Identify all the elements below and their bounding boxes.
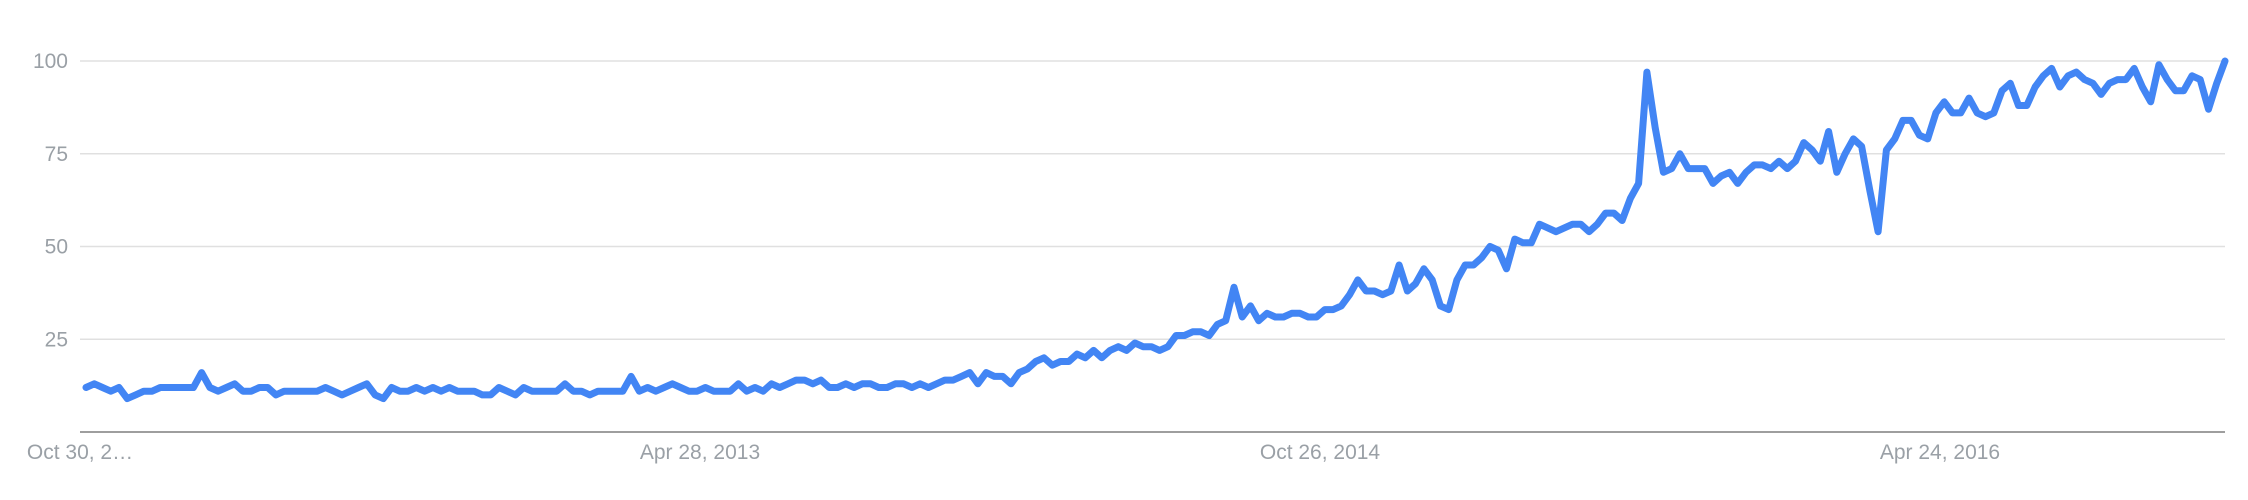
series-line <box>82 57 2229 403</box>
x-tick-label: Oct 26, 2014 <box>1260 441 1381 464</box>
x-axis-ticks: Oct 30, 2… Apr 28, 2013 Oct 26, 2014 Apr 24… <box>27 441 2000 464</box>
gridlines <box>80 60 2225 340</box>
x-tick-label: Apr 28, 2013 <box>640 441 760 464</box>
y-tick-label: 50 <box>45 236 68 259</box>
y-tick-label: 100 <box>33 50 68 73</box>
x-tick-label: Oct 30, 2… <box>27 441 133 464</box>
y-tick-label: 25 <box>45 328 68 351</box>
y-tick-label: 75 <box>45 143 68 166</box>
series-layer <box>82 57 2229 403</box>
y-axis-ticks: 25 50 75 100 <box>33 50 68 351</box>
x-tick-label: Apr 24, 2016 <box>1880 441 2000 464</box>
